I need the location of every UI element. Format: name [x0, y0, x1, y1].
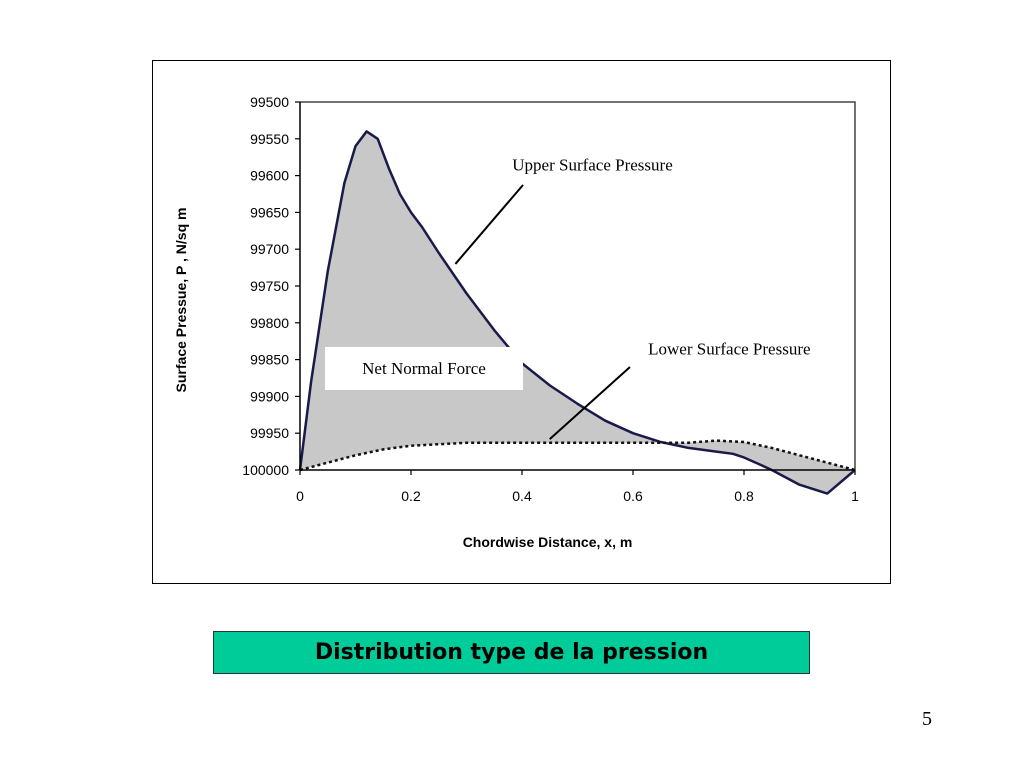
pressure-distribution-chart: 99500 99550 99600 99650 99700 99750 99800 99850… — [173, 94, 859, 550]
lower-surface-pointer — [549, 366, 631, 440]
lower-surface-line — [299, 439, 856, 472]
net-normal-force-label: Net Normal Force — [362, 359, 486, 378]
upper-surface-label: Upper Surface Pressure — [512, 156, 673, 175]
net-normal-force-box — [325, 347, 523, 390]
y-tick-label: 99500 — [250, 94, 289, 110]
x-tick-label: 0.4 — [512, 488, 532, 504]
slide-caption-box: Distribution type de la pression — [213, 631, 810, 674]
x-tick-label: 0 — [296, 488, 304, 504]
plot-area-border — [300, 101, 856, 470]
chart-frame: 99500 99550 99600 99650 99700 99750 99800 99850… — [152, 60, 891, 584]
lower-surface-label: Lower Surface Pressure — [648, 340, 810, 359]
x-tick-label: 1 — [851, 488, 859, 504]
y-tick-label: 99750 — [250, 278, 289, 294]
x-tick-label: 0.6 — [623, 488, 643, 504]
x-tick-label: 0.8 — [734, 488, 754, 504]
y-tick-label: 99900 — [250, 388, 289, 404]
slide-caption: Distribution type de la pression — [314, 640, 709, 665]
y-tick-label: 99850 — [250, 352, 289, 368]
upper-surface-pointer — [454, 184, 524, 265]
x-axis-title: Chordwise Distance, x, m — [463, 534, 633, 550]
y-tick-label: 99700 — [250, 241, 289, 257]
y-tick-label: 99950 — [250, 425, 289, 441]
y-axis-title: Surface Pressue, P , N/sq m — [173, 208, 189, 393]
y-tick-label: 99550 — [250, 131, 289, 147]
y-tick-label: 99800 — [250, 315, 289, 331]
y-tick-label: 100000 — [242, 462, 289, 478]
y-tick-label: 99650 — [250, 204, 289, 220]
y-tick-label: 99600 — [250, 168, 289, 184]
x-tick-label: 0.2 — [401, 488, 421, 504]
page-number: 5 — [922, 708, 932, 730]
net-force-area — [300, 131, 855, 494]
